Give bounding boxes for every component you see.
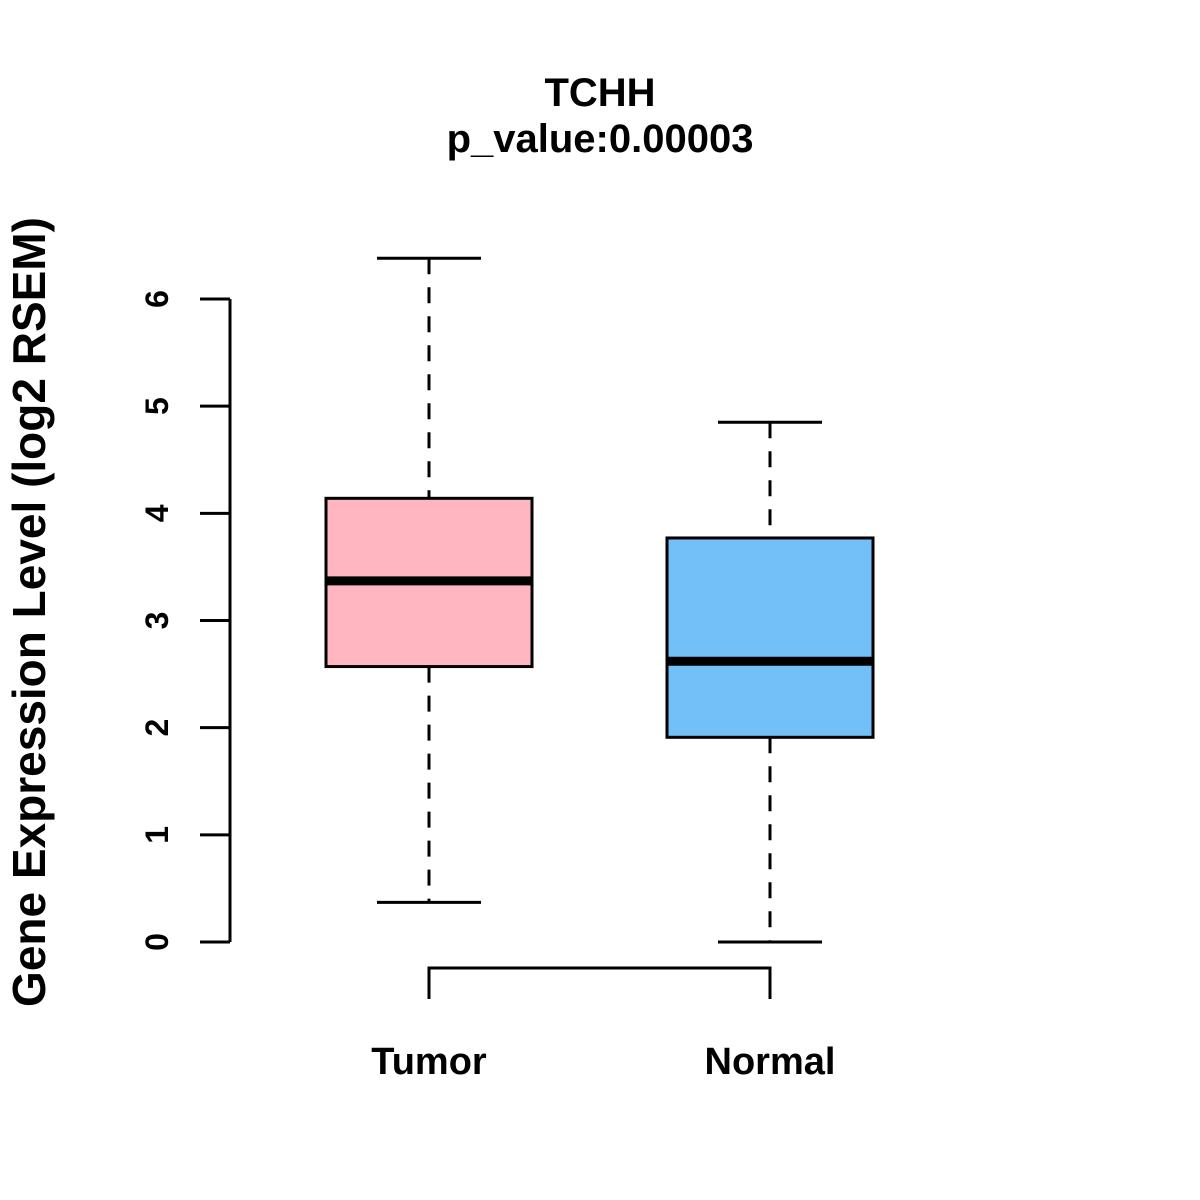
normal-box-group xyxy=(665,420,875,944)
normal-iqr-box xyxy=(665,536,875,739)
y-tick-label: 2 xyxy=(139,719,175,737)
y-tick-label: 1 xyxy=(139,826,175,844)
y-tick-label: 0 xyxy=(139,933,175,951)
y-tick-label: 4 xyxy=(139,504,175,522)
chart-subtitle-pvalue: p_value:0.00003 xyxy=(447,117,754,161)
y-tick-label: 3 xyxy=(139,612,175,630)
y-tick-label: 5 xyxy=(139,397,175,415)
box-groups xyxy=(324,256,875,944)
tumor-box-group xyxy=(324,256,534,904)
x-axis-bracket xyxy=(427,966,772,999)
x-category-label-normal: Normal xyxy=(705,1041,836,1083)
x-axis-bracket-line xyxy=(427,966,772,999)
y-tick-label: 6 xyxy=(139,290,175,308)
chart-title: TCHH xyxy=(544,71,655,115)
x-category-labels: Tumor Normal xyxy=(371,1041,835,1083)
y-axis-label: Gene Expression Level (log2 RSEM) xyxy=(3,217,55,1007)
x-category-label-tumor: Tumor xyxy=(371,1041,487,1083)
y-axis: 0 1 2 3 4 5 6 xyxy=(139,290,232,951)
